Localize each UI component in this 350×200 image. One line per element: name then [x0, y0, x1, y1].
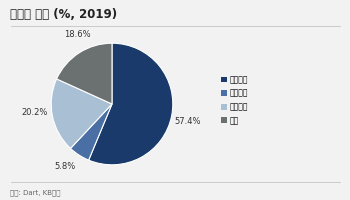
Text: 20.2%: 20.2% — [21, 108, 48, 117]
Text: 57.4%: 57.4% — [175, 117, 201, 126]
Legend: 국제여객, 국내여객, 항공화물, 기타: 국제여객, 국내여객, 항공화물, 기타 — [221, 75, 248, 125]
Text: 5.8%: 5.8% — [55, 162, 76, 171]
Text: 매출액 구성 (%, 2019): 매출액 구성 (%, 2019) — [10, 8, 118, 21]
Text: 자료: Dart, KB증권: 자료: Dart, KB증권 — [10, 189, 61, 196]
Wedge shape — [70, 104, 112, 160]
Text: 18.6%: 18.6% — [64, 30, 91, 39]
Wedge shape — [89, 43, 173, 165]
Wedge shape — [57, 43, 112, 104]
Wedge shape — [51, 79, 112, 148]
